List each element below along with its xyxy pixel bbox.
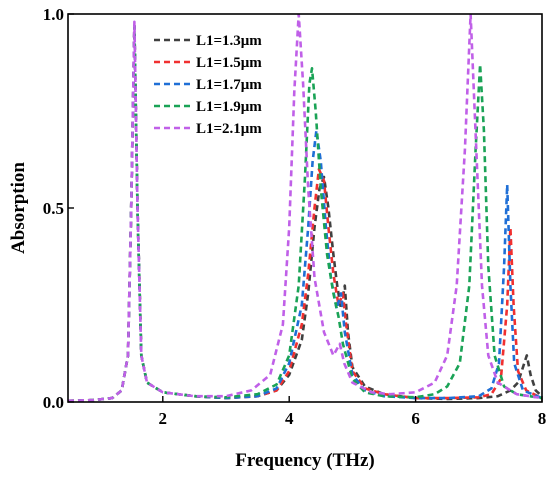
series-layer bbox=[68, 14, 542, 402]
x-tick-label: 8 bbox=[538, 409, 547, 428]
legend-label-5: L1=2.1μm bbox=[196, 121, 262, 137]
plot-frame bbox=[67, 13, 543, 403]
y-tick-label: 0.5 bbox=[43, 199, 64, 218]
legend: L1=1.3μm L1=1.5μm L1=1.7μm L1=1.9μm L1=2.1μm bbox=[154, 33, 262, 137]
legend-label-1: L1=1.3μm bbox=[196, 33, 262, 49]
series-line-2 bbox=[68, 24, 542, 402]
x-axis: 2 4 6 8 bbox=[159, 396, 547, 428]
y-axis-title: Absorption bbox=[8, 162, 29, 254]
x-tick-label: 4 bbox=[285, 409, 294, 428]
series-line-5 bbox=[68, 14, 542, 402]
legend-label-4: L1=1.9μm bbox=[196, 99, 262, 115]
y-axis: 0.0 0.5 1.0 bbox=[43, 5, 74, 412]
legend-label-3: L1=1.7μm bbox=[196, 77, 262, 93]
series-line-1 bbox=[68, 24, 542, 402]
series-line-4 bbox=[68, 24, 542, 402]
x-tick-label: 2 bbox=[159, 409, 168, 428]
x-tick-label: 6 bbox=[411, 409, 420, 428]
y-tick-label: 1.0 bbox=[43, 5, 64, 24]
legend-label-2: L1=1.5μm bbox=[196, 55, 262, 71]
series-line-3 bbox=[68, 24, 542, 402]
y-tick-label: 0.0 bbox=[43, 393, 64, 412]
x-axis-title: Frequency (THz) bbox=[235, 450, 375, 471]
